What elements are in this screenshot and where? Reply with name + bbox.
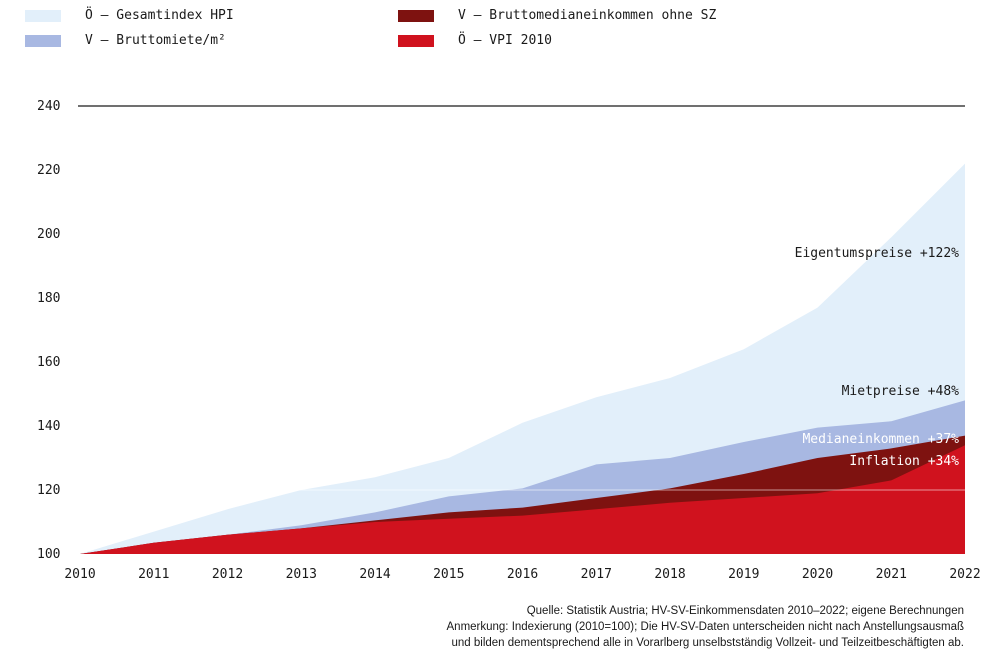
chart-areas — [80, 163, 965, 554]
chart-annotations: Eigentumspreise +122% Mietpreise +48% Medi… — [795, 246, 960, 469]
legend-item-vpi: Ö – VPI 2010 — [398, 33, 552, 48]
x-tick-label: 2015 — [433, 567, 464, 582]
legend-item-miete: V – Bruttomiete/m² — [25, 33, 226, 48]
source-line-2: Anmerkung: Indexierung (2010=100); Die H… — [446, 621, 965, 633]
x-tick-label: 2017 — [581, 567, 612, 582]
legend-item-hpi: Ö – Gesamtindex HPI — [25, 8, 234, 23]
x-tick-label: 2018 — [654, 567, 685, 582]
legend: Ö – Gesamtindex HPI V – Bruttomiete/m² V… — [0, 8, 1002, 58]
legend-swatch-einkommen — [398, 9, 434, 22]
annotation-1: Mietpreise +48% — [842, 384, 960, 399]
y-tick-label: 240 — [37, 99, 60, 114]
source-line-1: Quelle: Statistik Austria; HV-SV-Einkomm… — [526, 605, 964, 617]
legend-swatch-hpi — [25, 9, 61, 22]
x-tick-label: 2019 — [728, 567, 759, 582]
chart-gridlines — [78, 105, 965, 491]
x-tick-label: 2010 — [64, 567, 95, 582]
legend-label-hpi: Ö – Gesamtindex HPI — [85, 8, 234, 23]
area-series-3 — [80, 445, 965, 554]
x-axis: 2010 2011 2012 2013 2014 2015 2016 2017 2018 2019… — [64, 567, 980, 582]
source-note: Quelle: Statistik Austria; HV-SV-Einkomm… — [344, 603, 965, 651]
y-tick-label: 120 — [37, 483, 60, 498]
annotation-0: Eigentumspreise +122% — [795, 246, 960, 261]
x-tick-label: 2021 — [876, 567, 907, 582]
legend-swatch-vpi — [398, 34, 434, 47]
legend-label-einkommen: V – Bruttomedianeinkommen ohne SZ — [458, 8, 717, 23]
x-tick-label: 2013 — [286, 567, 317, 582]
legend-item-einkommen: V – Bruttomedianeinkommen ohne SZ — [398, 8, 716, 23]
x-tick-label: 2011 — [138, 567, 169, 582]
legend-label-vpi: Ö – VPI 2010 — [458, 33, 552, 48]
y-tick-label: 180 — [37, 291, 60, 306]
x-tick-label: 2020 — [802, 567, 833, 582]
x-tick-label: 2012 — [212, 567, 243, 582]
x-tick-label: 2022 — [949, 567, 980, 582]
legend-label-miete: V – Bruttomiete/m² — [85, 33, 226, 48]
legend-swatch-miete — [25, 34, 61, 47]
y-tick-label: 200 — [37, 227, 60, 242]
annotation-2: Medianeinkommen +37% — [802, 432, 959, 447]
y-tick-label: 220 — [37, 163, 60, 178]
y-axis: 100 120 140 160 180 200 220 240 — [37, 99, 60, 562]
y-tick-label: 100 — [37, 547, 60, 562]
annotation-3: Inflation +34% — [849, 454, 959, 469]
source-line-3: und bilden dementsprechend alle in Vorar… — [451, 637, 964, 649]
y-tick-label: 160 — [37, 355, 60, 370]
x-tick-label: 2014 — [359, 567, 390, 582]
x-tick-label: 2016 — [507, 567, 538, 582]
y-tick-label: 140 — [37, 419, 60, 434]
